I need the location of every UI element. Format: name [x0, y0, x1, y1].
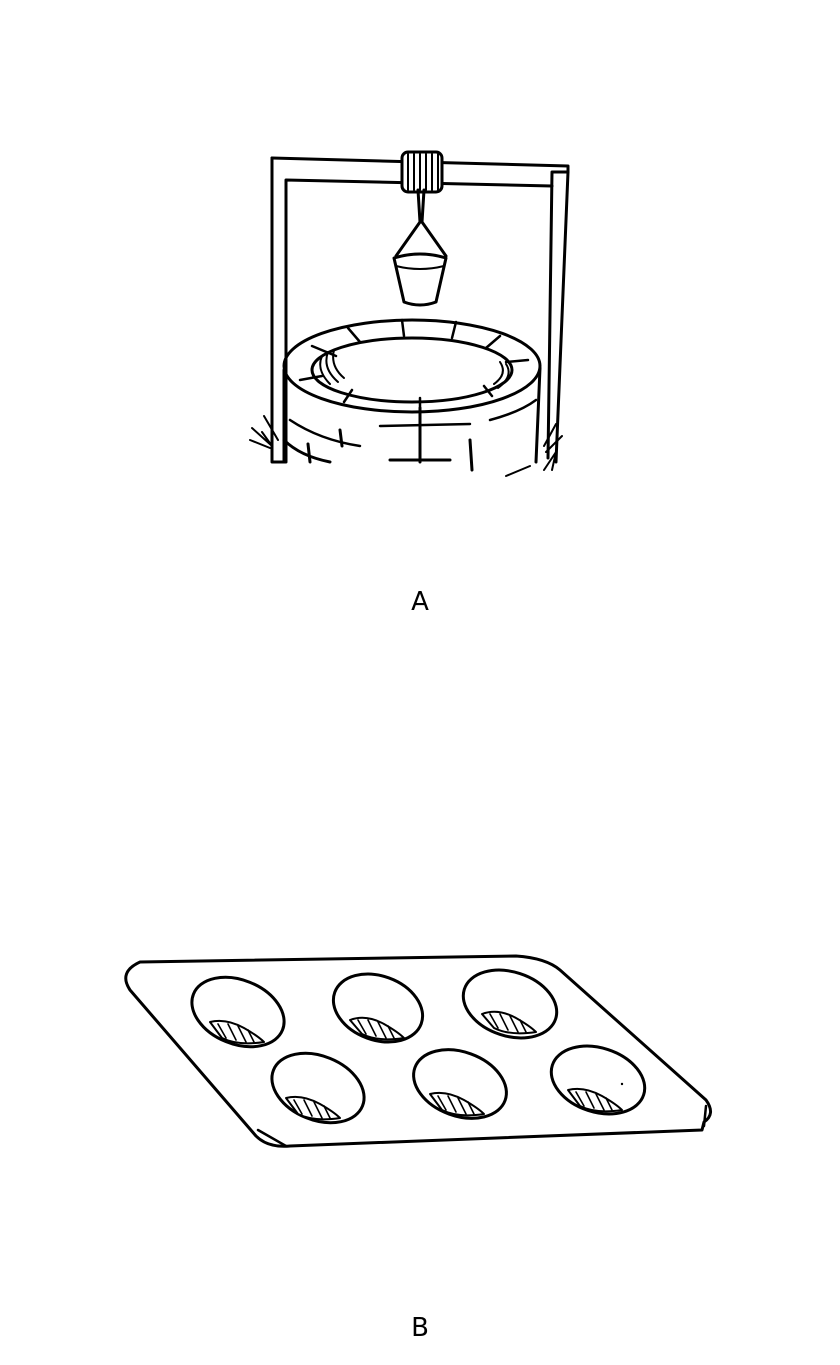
water-well-with-bucket-icon	[249, 150, 570, 477]
well-frame-left	[270, 156, 554, 464]
figure-b-label: B	[411, 1313, 429, 1343]
cup-row-back	[190, 968, 559, 1049]
figure-a: A	[0, 0, 840, 640]
cup-row-front	[270, 1044, 647, 1125]
bucket	[392, 252, 448, 307]
six-cup-muffin-tray-icon	[124, 954, 712, 1148]
figure-a-label: A	[411, 587, 429, 617]
well-rim-inner	[310, 336, 514, 404]
well-rim-outer	[282, 318, 542, 414]
tray-outline	[124, 954, 712, 1148]
figure-b: B	[0, 900, 840, 1365]
